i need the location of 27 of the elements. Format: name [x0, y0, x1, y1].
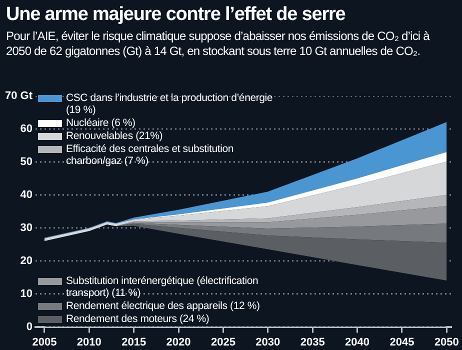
x-tick-label: 2010 — [76, 336, 102, 348]
y-tick-label: 50 — [20, 156, 33, 168]
x-tick-label: 2015 — [122, 336, 146, 348]
chart-subtitle: Pour l’AIE, éviter le risque climatique suppose d’abaisser nos émissions de CO₂ d’ici à 2050 de 62 gigatonnes (Gt) à 14 Gt, en stockant sous terre 10 Gt annuelles de CO₂. — [6, 29, 431, 59]
x-tick-label: 2035 — [300, 336, 325, 348]
x-tick-label: 2020 — [166, 336, 191, 348]
y-tick-label: 20 — [20, 254, 33, 267]
legend-label: Nucléaire (6 %) — [66, 117, 136, 129]
x-tick-label: 2025 — [210, 336, 236, 348]
y-tick-label: 70 Gt — [4, 90, 33, 102]
y-tick-label: 10 — [20, 288, 33, 300]
x-tick-label: 2050 — [434, 336, 459, 348]
x-tick-label: 2045 — [390, 336, 414, 348]
y-tick-label: 30 — [20, 222, 33, 234]
legend-label: Efficacité des centrales et substitution charbon/gaz (7 %) — [66, 143, 234, 167]
legend-label: Substitution interénergétique (électrification transport) (11 %) — [66, 274, 260, 299]
y-tick-label: 0 — [26, 320, 33, 333]
x-tick-label: 2040 — [345, 336, 370, 348]
x-tick-label: 2005 — [32, 336, 57, 348]
legend-label: Renouvelables (21%) — [66, 130, 163, 142]
y-tick-label: 60 — [20, 123, 33, 136]
y-tick-label: 40 — [20, 188, 33, 201]
legend-label: Rendement des moteurs (24 %) — [66, 312, 210, 325]
legend-label: Rendement électrique des appareils (12 %) — [66, 300, 260, 312]
x-tick-label: 2030 — [256, 336, 280, 348]
chart-title: Une arme majeure contre l’effet de serre — [6, 4, 346, 26]
legend-label: CSC dans l’industrie et la production d’énergie (19 %) — [66, 92, 274, 116]
